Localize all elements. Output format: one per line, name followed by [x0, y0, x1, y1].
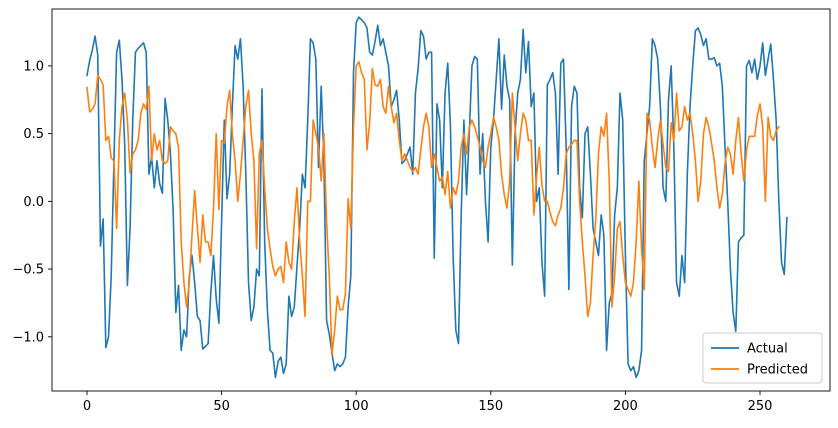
legend-label-actual: Actual — [747, 342, 788, 357]
legend: Actual Predicted — [702, 332, 823, 384]
x-tick-label: 50 — [213, 399, 230, 414]
y-tick-label: 0.0 — [23, 195, 44, 210]
series-line-predicted — [86, 61, 780, 356]
series-line-actual — [86, 16, 788, 379]
x-tick-label: 0 — [83, 399, 91, 414]
axes-frame — [51, 8, 831, 392]
y-tick-label: 1.0 — [23, 59, 44, 74]
y-tick-label: −0.5 — [12, 263, 44, 278]
x-tick-label: 250 — [748, 399, 773, 414]
x-axis: 0 50 100 150 200 250 — [83, 391, 773, 414]
y-tick-label: −1.0 — [12, 330, 44, 345]
y-tick-label: 0.5 — [23, 127, 44, 142]
x-tick-label: 150 — [478, 399, 503, 414]
legend-label-predicted: Predicted — [747, 363, 808, 378]
x-tick-label: 200 — [613, 399, 638, 414]
x-tick-label: 100 — [344, 399, 369, 414]
plot-lines — [86, 16, 788, 379]
legend-box — [702, 332, 823, 384]
y-axis: −1.0 −0.5 0.0 0.5 1.0 — [12, 59, 52, 345]
